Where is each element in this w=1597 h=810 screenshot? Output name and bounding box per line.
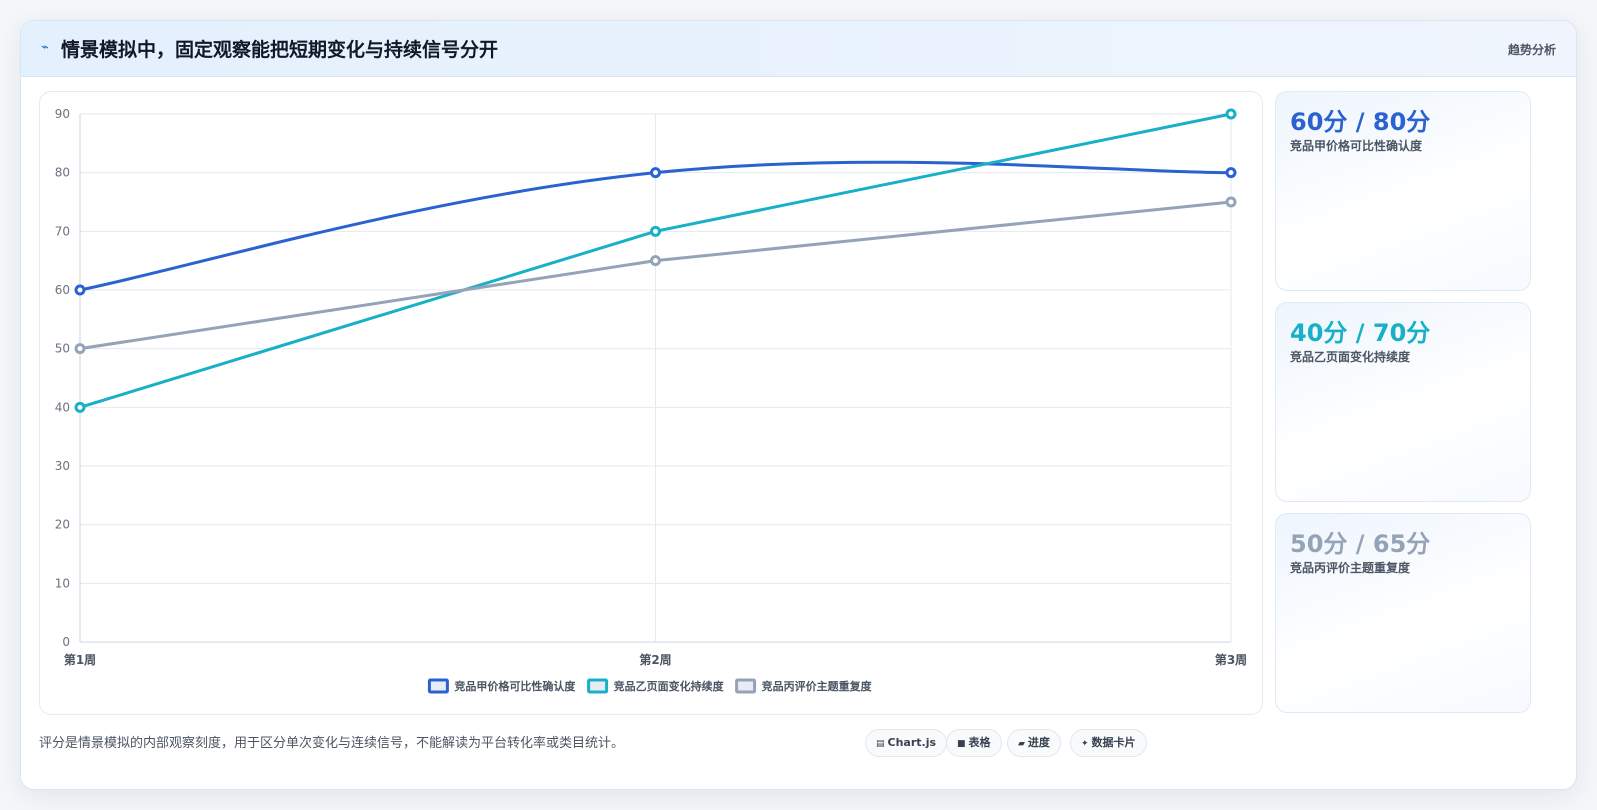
stat-label: 竞品甲价格可比性确认度 xyxy=(1290,139,1423,153)
stat-card-b: 40分 / 70分 竞品乙页面变化持续度 xyxy=(1275,302,1531,502)
x-tick-label: 第2周 xyxy=(639,652,671,667)
card-header: ⌁ 情景模拟中，固定观察能把短期变化与持续信号分开 趋势分析 xyxy=(21,21,1576,77)
chip-label: Chart.js xyxy=(887,736,937,749)
chip-label: 数据卡片 xyxy=(1091,736,1136,749)
legend-label: 竞品丙评价主题重复度 xyxy=(762,679,873,693)
chip-label: 进度 xyxy=(1027,736,1050,749)
y-tick-label: 20 xyxy=(55,518,70,532)
chip-data-card[interactable]: ✦ 数据卡片 xyxy=(1070,729,1147,757)
y-tick-label: 0 xyxy=(62,635,70,649)
stat-card-c: 50分 / 65分 竞品丙评价主题重复度 xyxy=(1275,513,1531,713)
legend-label: 竞品乙页面变化持续度 xyxy=(614,679,725,693)
stat-card-a: 60分 / 80分 竞品甲价格可比性确认度 xyxy=(1275,91,1531,291)
y-tick-label: 40 xyxy=(55,400,70,414)
y-tick-label: 10 xyxy=(55,576,70,590)
y-tick-label: 80 xyxy=(55,166,70,180)
stat-value: 40分 / 70分 xyxy=(1290,319,1431,347)
y-tick-label: 70 xyxy=(55,224,70,238)
header-tag: 趋势分析 xyxy=(1507,43,1556,57)
footer-note: 评分是情景模拟的内部观察刻度，用于区分单次变化与连续信号，不能解读为平台转化率或… xyxy=(39,736,625,751)
stat-value: 60分 / 80分 xyxy=(1290,108,1431,136)
data-point xyxy=(650,225,661,237)
progress-icon: ▰ xyxy=(1018,739,1025,749)
data-point xyxy=(1225,108,1237,120)
table-icon: ■ xyxy=(957,739,966,749)
legend-swatch xyxy=(427,678,449,694)
data-point xyxy=(1225,196,1237,208)
data-point xyxy=(74,343,86,355)
chart-icon: ▤ xyxy=(876,739,885,749)
stat-cards: 60分 / 80分 竞品甲价格可比性确认度 40分 / 70分 竞品乙页面变化持… xyxy=(1275,91,1531,715)
stat-label: 竞品丙评价主题重复度 xyxy=(1290,561,1411,575)
data-point xyxy=(650,167,661,179)
data-point xyxy=(1225,167,1237,179)
stat-label: 竞品乙页面变化持续度 xyxy=(1290,350,1411,364)
chart-panel: 0 10 20 30 40 50 60 70 80 90 第1周 第2周 第3周竞品甲价格可比性确认度 竞… xyxy=(39,91,1263,715)
y-tick-label: 60 xyxy=(55,283,70,297)
chip-label: 表格 xyxy=(968,736,991,749)
data-point xyxy=(74,401,86,413)
y-tick-label: 90 xyxy=(55,107,70,121)
trend-card: ⌁ 情景模拟中，固定观察能把短期变化与持续信号分开 趋势分析 0 10 20 30 40… xyxy=(20,20,1577,790)
chip-table[interactable]: ■ 表格 xyxy=(946,729,1002,757)
legend-swatch xyxy=(587,678,609,694)
sparkle-icon: ⌁ xyxy=(41,40,49,55)
chip-chartjs[interactable]: ▤ Chart.js xyxy=(865,729,948,757)
data-point xyxy=(650,255,661,267)
y-tick-label: 30 xyxy=(55,459,70,473)
y-tick-label: 50 xyxy=(55,342,70,356)
data-point xyxy=(74,284,86,296)
stat-value: 50分 / 65分 xyxy=(1290,530,1431,558)
data-card-icon: ✦ xyxy=(1081,739,1089,749)
x-tick-label: 第1周 xyxy=(64,652,96,667)
legend-label: 竞品甲价格可比性确认度 xyxy=(454,679,576,693)
x-tick-label: 第3周 xyxy=(1215,652,1247,667)
chip-progress[interactable]: ▰ 进度 xyxy=(1007,729,1061,757)
legend-swatch xyxy=(735,678,757,694)
page-title: 情景模拟中，固定观察能把短期变化与持续信号分开 xyxy=(61,39,499,61)
